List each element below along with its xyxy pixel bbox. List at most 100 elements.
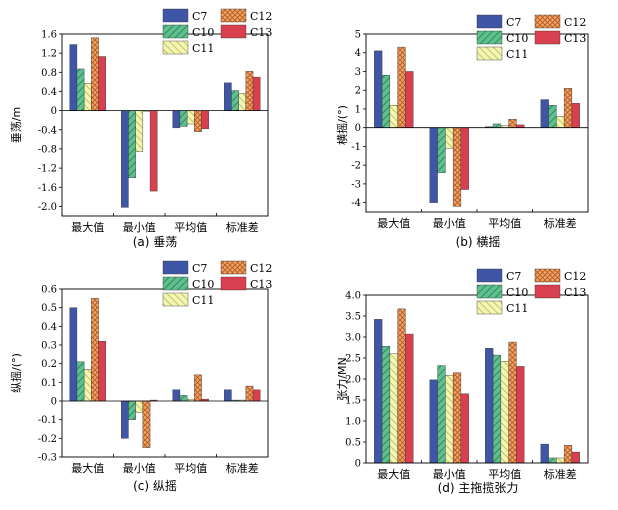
legend-label-C13: C13 [564, 32, 586, 45]
legend-label-C13: C13 [250, 278, 272, 291]
bar-C12-3 [563, 445, 573, 464]
chart-tension: 0 0.5 1.0 1.5 2.0 2.5 3.0 3.5 4.0 最大值 最小值 平均值 标准差 张力/… [336, 268, 589, 495]
bar-C11-1 [445, 375, 454, 464]
legend-label-C12: C12 [564, 270, 586, 283]
bar-C7-2 [172, 110, 181, 129]
legend-swatch-C12 [220, 8, 247, 23]
bar-C10-0 [381, 346, 391, 464]
y-tick-label: 3 [355, 67, 361, 78]
panel-caption: (d) 主拖揽张力 [438, 481, 519, 495]
legend-swatch-C7 [162, 260, 189, 275]
legend-swatch-C13 [534, 30, 561, 45]
x-category-label: 最小值 [433, 217, 466, 230]
bar-C13-2 [516, 366, 525, 464]
bar-C10-2 [492, 123, 502, 128]
chart-pitch: -0.3 -0.2 -0.1 0 0.1 0.2 0.3 0.4 0.5 0.6 最大值 最小值 平均值… [9, 260, 272, 493]
y-tick-label: -4 [351, 198, 361, 209]
y-tick-label: 1.5 [345, 396, 361, 407]
legend-swatch-C10 [162, 276, 189, 291]
x-category-label: 标准差 [544, 216, 577, 230]
y-tick-label: 1.6 [41, 30, 57, 41]
y-tick-label: 1 [355, 104, 361, 115]
bar-C12-2 [194, 110, 202, 132]
x-category-label: 最大值 [71, 220, 104, 234]
bar-C7-1 [429, 127, 438, 203]
bar-C12-3 [245, 385, 254, 402]
y-axis-label: 纵摇/(°) [9, 353, 23, 393]
legend-swatch-C7 [162, 8, 189, 23]
bar-C13-3 [252, 389, 261, 402]
bar-C11-3 [556, 116, 565, 128]
bar-C13-3 [252, 76, 261, 111]
bar-C12-0 [397, 308, 406, 464]
legend-label-C10: C10 [192, 26, 214, 39]
y-tick-label: -2 [351, 161, 361, 172]
panel-caption: (c) 纵摇 [133, 479, 177, 493]
bar-C12-0 [91, 298, 99, 402]
bar-C12-1 [142, 400, 151, 448]
bar-C7-0 [374, 50, 383, 128]
x-category-label: 平均值 [488, 468, 521, 481]
bar-C10-1 [437, 365, 446, 464]
y-tick-label: -3 [351, 179, 361, 190]
bar-C11-3 [556, 457, 565, 464]
bar-C7-1 [121, 110, 129, 208]
bar-C11-0 [83, 83, 92, 111]
x-category-label: 最小值 [433, 468, 466, 481]
legend-label-C7: C7 [192, 262, 207, 275]
legend-swatch-C7 [476, 14, 503, 29]
y-tick-label: -0.1 [38, 415, 57, 426]
panel-caption: (b) 横摇 [456, 235, 501, 249]
y-tick-label: -0.2 [38, 434, 57, 445]
bar-C7-0 [69, 44, 78, 111]
bar-C12-2 [194, 374, 202, 402]
bar-C7-0 [374, 319, 383, 464]
y-tick-label: -1.6 [38, 183, 57, 194]
bar-C10-1 [128, 400, 136, 420]
bar-C7-1 [429, 379, 438, 464]
x-category-label: 平均值 [174, 221, 207, 234]
legend-label-C12: C12 [250, 10, 272, 23]
x-category-label: 最小值 [123, 462, 156, 475]
y-tick-label: 0.4 [41, 322, 57, 333]
y-tick-label: 4.0 [345, 291, 361, 302]
y-tick-label: 3.0 [345, 333, 361, 344]
y-axis-label: 横摇/(°) [335, 105, 349, 145]
legend-swatch-C13 [220, 276, 247, 291]
bar-C11-2 [186, 110, 195, 125]
bar-C10-1 [128, 110, 136, 178]
y-axis-label: 张力/MN [336, 357, 349, 400]
bar-C10-2 [179, 395, 188, 402]
bar-C13-0 [405, 333, 414, 464]
bar-C13-0 [405, 71, 414, 128]
legend-label-C13: C13 [250, 26, 272, 39]
y-tick-label: 0 [51, 397, 57, 408]
legend-swatch-C12 [534, 14, 561, 29]
bar-C13-0 [98, 341, 106, 402]
bar-C7-3 [224, 82, 232, 111]
legend-label-C11: C11 [506, 48, 528, 61]
y-tick-label: 5 [355, 30, 361, 41]
bar-C12-2 [508, 341, 517, 464]
bar-C7-1 [121, 400, 129, 439]
y-tick-label: 0.3 [41, 341, 57, 352]
y-tick-label: 1.0 [345, 417, 361, 428]
bar-C7-2 [172, 389, 181, 402]
bar-C10-1 [437, 127, 446, 173]
bar-C13-2 [516, 124, 525, 128]
bar-C12-0 [397, 46, 406, 128]
legend-label-C10: C10 [506, 32, 528, 45]
x-category-label: 最大值 [377, 216, 410, 230]
bar-C7-0 [69, 307, 78, 402]
bar-C7-2 [485, 348, 494, 464]
legend-label-C7: C7 [506, 270, 521, 283]
legend-label-C12: C12 [250, 262, 272, 275]
bar-C13-3 [571, 451, 580, 464]
y-tick-label: -1 [351, 142, 361, 153]
y-axis-label: 垂荡/m [10, 107, 23, 143]
y-tick-label: 0 [355, 459, 361, 470]
y-tick-label: -0.8 [38, 144, 57, 155]
y-tick-label: 1.2 [41, 49, 57, 60]
bar-C11-0 [389, 353, 398, 464]
x-category-label: 标准差 [544, 467, 577, 481]
